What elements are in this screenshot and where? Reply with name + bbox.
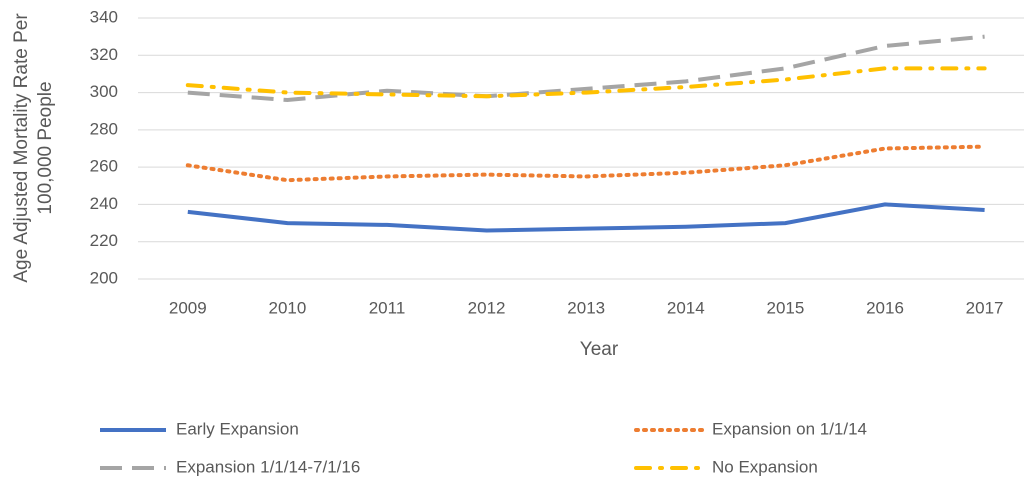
y-tick-label: 280 [90,119,118,138]
x-axis-title: Year [580,339,619,360]
x-tick-label: 2012 [468,298,506,317]
series-line [185,144,987,183]
x-tick-label: 2015 [766,298,804,317]
y-axis-title-line: 100,000 People [35,81,56,214]
series-line [187,34,985,103]
legend-label: Expansion on 1/1/14 [712,419,867,438]
series-line [185,66,987,99]
legend-label: Expansion 1/1/14-7/1/16 [176,457,360,476]
y-tick-label: 260 [90,157,118,176]
x-tick-label: 2016 [866,298,904,317]
legend-label: Early Expansion [176,419,299,438]
y-tick-label: 320 [90,45,118,64]
x-tick-label: 2011 [369,298,406,317]
y-tick-label: 300 [90,82,118,101]
x-tick-label: 2013 [567,298,605,317]
y-tick-label: 240 [90,194,118,213]
x-tick-label: 2014 [667,298,705,317]
series-line [187,202,985,233]
x-tick-label: 2009 [169,298,207,317]
y-axis-title-line: Age Adjusted Mortality Rate Per [11,13,32,283]
y-tick-label: 340 [90,7,118,26]
legend-label: No Expansion [712,457,818,476]
x-tick-label: 2017 [966,298,1004,317]
y-axis-title: Age Adjusted Mortality Rate Per 100,000 … [11,13,56,283]
y-tick-label: 200 [90,268,118,287]
y-tick-label: 220 [90,231,118,250]
x-tick-label: 2010 [268,298,306,317]
